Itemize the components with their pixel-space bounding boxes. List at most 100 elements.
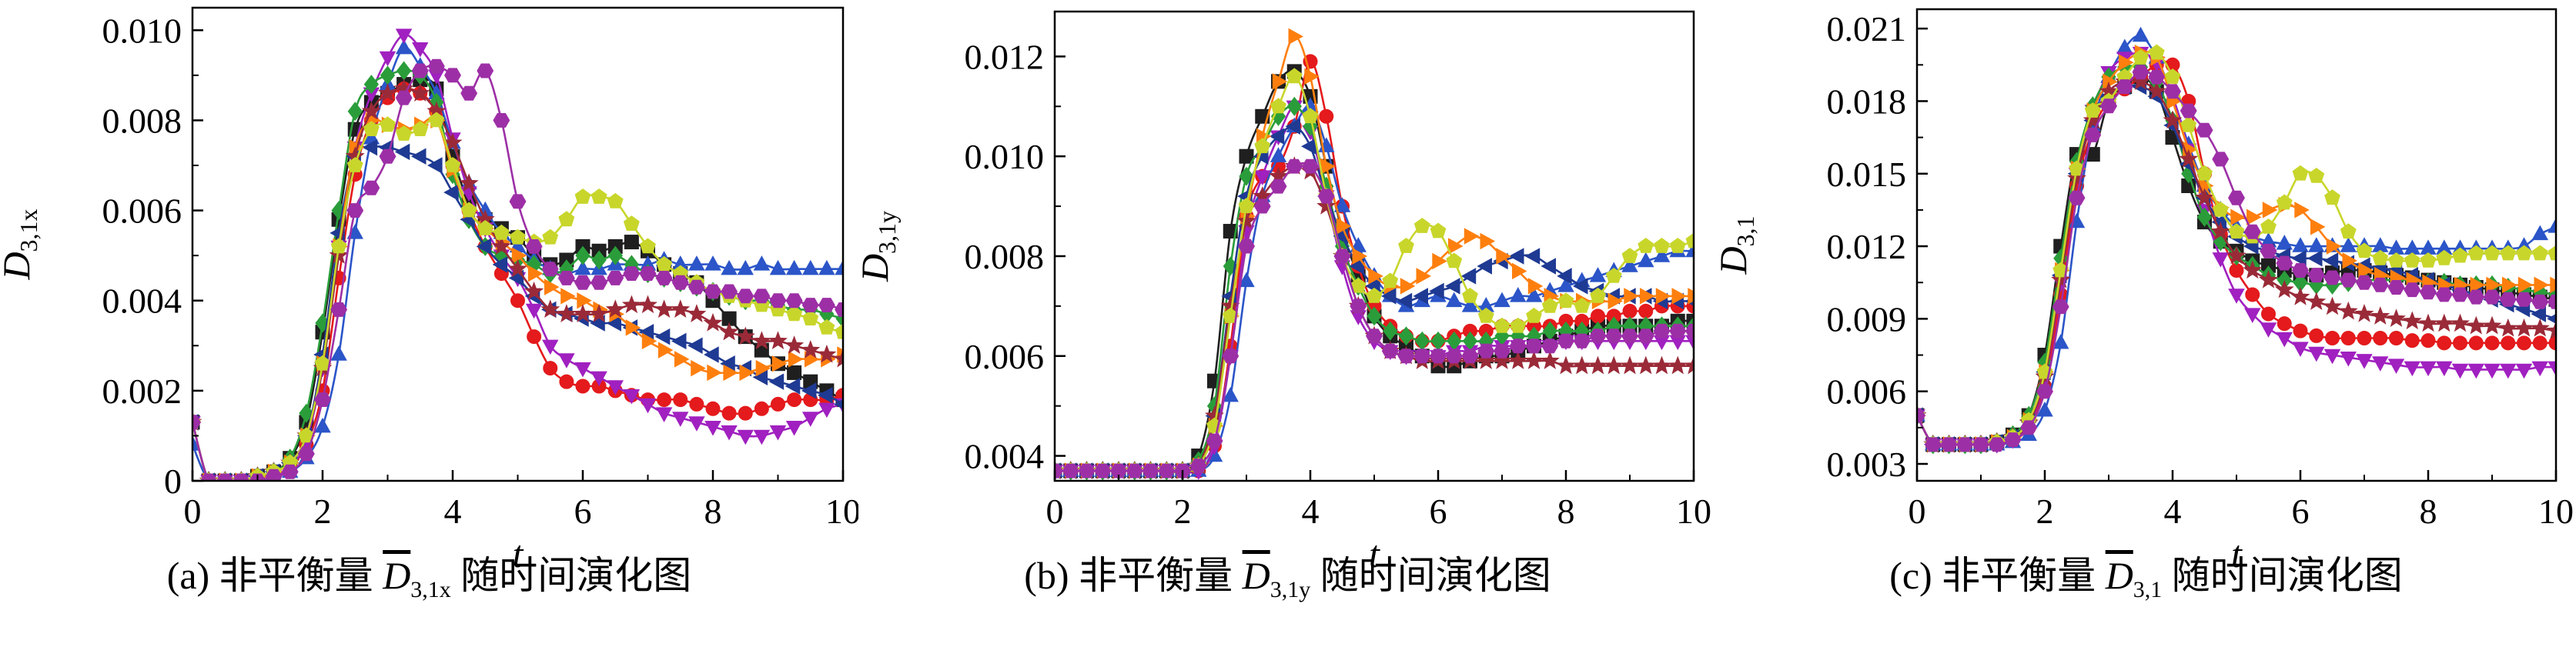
series-point-a-9-22 (541, 262, 559, 277)
series-point-a-6-33 (723, 364, 738, 382)
chart-svg-b: 0 2 4 6 8 10 0.004 0.006 0.008 0.010 0.012 t D3,1y (858, 10, 1711, 575)
series-point-a-5-19 (492, 256, 508, 273)
series-point-a-9-37 (785, 293, 803, 308)
series-point-c-3-39 (2531, 361, 2549, 377)
series-point-c-8-18 (2196, 165, 2213, 181)
series-point-c-9-19 (2212, 152, 2230, 167)
series-point-a-9-6 (281, 464, 299, 479)
series-point-a-3-33 (721, 425, 738, 441)
y-tick-label-a-3: 0.006 (102, 192, 182, 231)
series-point-a-3-12 (379, 51, 396, 67)
series-point-a-8-8 (314, 355, 331, 371)
series-point-b-8-19 (1350, 277, 1367, 293)
series-point-c-3-22 (2260, 322, 2277, 338)
series-point-b-9-16 (1302, 158, 1319, 174)
series-point-b-9-28 (1494, 343, 1510, 359)
series-point-a-4-26 (607, 245, 623, 265)
series-point-c-9-18 (2196, 122, 2213, 138)
series-point-a-8-17 (460, 202, 477, 218)
series-point-c-8-16 (2164, 68, 2181, 84)
series-point-c-1-27 (2340, 331, 2356, 346)
series-point-b-8-31 (1541, 297, 1558, 313)
caption-sub-c: 3,1 (2133, 577, 2163, 602)
series-point-a-1-22 (543, 361, 558, 376)
series-point-a-7-40 (833, 349, 843, 368)
series-point-a-4-7 (299, 403, 314, 423)
chart-svg-c: 0 2 4 6 8 10 0.003 0.006 0.009 0.012 0.015 0.018 0.0… (1717, 8, 2574, 575)
x-tick-label-b-4: 8 (1557, 492, 1575, 531)
series-point-a-1-31 (689, 396, 704, 412)
series-point-a-5-14 (410, 148, 427, 165)
x-tick-label-a-2: 4 (444, 492, 462, 531)
series-point-c-6-27 (2342, 252, 2358, 269)
series-point-c-2-31 (2404, 239, 2420, 255)
series-point-a-2-13 (395, 38, 413, 55)
series-point-a-2-8 (314, 417, 331, 433)
series-point-c-9-31 (2404, 282, 2421, 298)
series-point-a-2-24 (574, 259, 591, 275)
series-point-c-2-14 (2132, 26, 2149, 42)
series-point-c-7-24 (2290, 286, 2310, 305)
series-point-b-6-16 (1304, 68, 1320, 85)
x-axis-label-a: t (513, 532, 524, 575)
series-point-a-9-23 (557, 271, 575, 285)
series-point-b-2-26 (1461, 297, 1479, 312)
series-point-b-2-38 (1653, 247, 1671, 262)
series-point-c-2-23 (2276, 235, 2293, 250)
series-point-a-2-35 (753, 255, 771, 271)
series-point-b-5-31 (1541, 258, 1556, 275)
series-point-c-1-23 (2277, 316, 2292, 332)
series-point-c-7-21 (2243, 260, 2263, 279)
series-point-b-5-27 (1477, 258, 1492, 275)
series-point-c-7-40 (2546, 320, 2556, 339)
series-point-c-3-28 (2356, 354, 2373, 369)
series-point-b-7-34 (1588, 355, 1607, 375)
series-point-a-5-36 (768, 373, 785, 390)
series-point-a-9-11 (363, 180, 380, 195)
series-point-b-1-17 (1319, 108, 1334, 124)
series-point-a-3-36 (769, 425, 787, 441)
series-point-a-5-18 (476, 238, 491, 255)
series-group-c (1917, 26, 2556, 455)
series-point-b-9-24 (1430, 349, 1447, 364)
series-point-c-7-27 (2338, 301, 2358, 320)
series-point-a-9-10 (346, 203, 364, 218)
series-point-b-7-32 (1556, 355, 1576, 375)
series-point-a-5-31 (687, 337, 703, 355)
series-point-c-9-23 (2276, 255, 2293, 271)
series-group-a (192, 28, 843, 481)
series-point-a-3-30 (672, 412, 689, 427)
series-point-a-6-34 (739, 364, 755, 382)
series-point-b-6-14 (1272, 73, 1288, 90)
series-point-b-8-35 (1605, 267, 1622, 283)
series-point-b-5-30 (1524, 248, 1541, 265)
series-point-a-9-16 (444, 68, 461, 83)
series-point-a-1-34 (738, 405, 753, 421)
series-point-b-9-9 (1189, 459, 1207, 473)
y-axis-label-a: D3,1x (0, 208, 42, 280)
series-point-c-3-31 (2404, 361, 2420, 377)
series-point-a-6-27 (625, 319, 641, 336)
series-point-b-9-1 (1062, 463, 1079, 479)
series-point-c-8-24 (2292, 165, 2309, 181)
series-point-c-5-39 (2531, 305, 2546, 322)
series-point-c-8-39 (2531, 245, 2548, 261)
series-point-b-7-27 (1476, 351, 1496, 369)
series-point-c-7-11 (2083, 110, 2103, 129)
x-tick-label-b-0: 0 (1046, 492, 1064, 531)
series-point-a-9-15 (427, 58, 445, 74)
series-point-c-8-34 (2452, 247, 2468, 263)
series-point-c-3-33 (2436, 361, 2453, 377)
x-tick-label-b-1: 2 (1174, 492, 1192, 531)
series-point-a-9-27 (623, 266, 641, 281)
series-point-a-3-39 (818, 402, 835, 419)
series-point-c-7-33 (2434, 313, 2454, 332)
series-point-a-3-35 (753, 429, 771, 445)
y-tick-label-a-5: 0.010 (102, 11, 182, 50)
series-point-b-8-27 (1477, 307, 1494, 323)
series-point-a-7-31 (687, 304, 707, 322)
y-tick-label-c-4: 0.015 (1827, 155, 1907, 194)
series-point-c-2-29 (2372, 237, 2389, 252)
series-point-a-9-35 (753, 288, 771, 304)
